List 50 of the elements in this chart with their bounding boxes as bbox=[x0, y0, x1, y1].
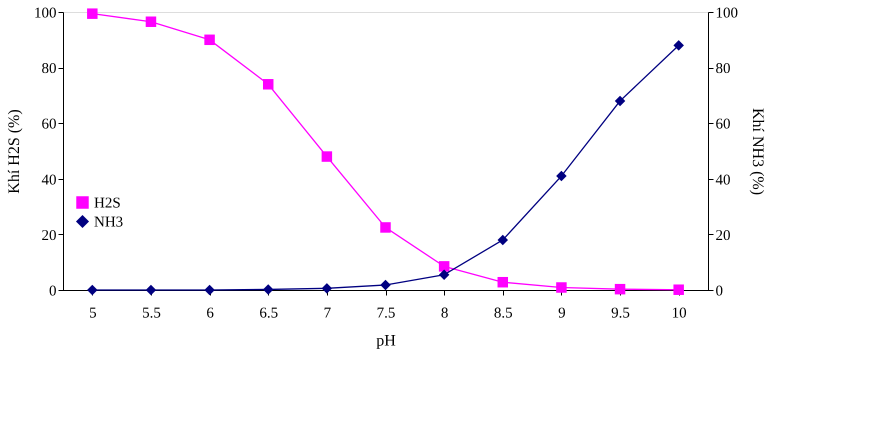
point bbox=[614, 284, 626, 294]
point bbox=[614, 96, 626, 106]
point bbox=[556, 282, 567, 293]
x-tick-label: 7.5 bbox=[376, 306, 396, 322]
x-tick-label: 9 bbox=[558, 306, 566, 322]
y-axis-title: Khí H2S (%) bbox=[6, 109, 23, 194]
legend-label: NH3 bbox=[94, 214, 124, 230]
x-tick-label: 9.5 bbox=[611, 306, 630, 322]
point bbox=[322, 151, 332, 162]
y2-axis-title: Khí NH3 (%) bbox=[749, 108, 766, 196]
point bbox=[438, 261, 450, 272]
y-tick-label: 100 bbox=[34, 6, 56, 22]
point bbox=[262, 284, 274, 295]
y2-tick-label: 40 bbox=[716, 172, 730, 188]
point bbox=[380, 222, 391, 233]
point bbox=[673, 40, 684, 51]
point bbox=[556, 170, 567, 182]
point bbox=[146, 16, 156, 27]
y-tick-label: 20 bbox=[42, 228, 56, 244]
point bbox=[322, 283, 332, 294]
y2-tick-label: 60 bbox=[716, 116, 730, 133]
y-tick-label: 80 bbox=[42, 61, 56, 78]
y2-tick-label: 0 bbox=[716, 284, 723, 300]
x-tick-label: 8 bbox=[440, 306, 448, 322]
x-tick-label: 10 bbox=[672, 306, 687, 322]
point bbox=[498, 234, 508, 246]
legend-label: H2S bbox=[94, 196, 121, 212]
x-axis-title: pH bbox=[376, 332, 396, 350]
point bbox=[87, 284, 98, 296]
y2-tick-label: 20 bbox=[716, 228, 730, 244]
y-tick-label: 40 bbox=[42, 172, 56, 188]
point bbox=[204, 284, 215, 296]
y-tick-label: 0 bbox=[49, 284, 56, 300]
point bbox=[204, 34, 215, 46]
x-tick-label: 8.5 bbox=[494, 306, 513, 322]
x-tick-label: 6 bbox=[206, 306, 214, 322]
y-tick-label: 60 bbox=[42, 116, 56, 133]
x-tick-label: 6.5 bbox=[259, 306, 278, 322]
point bbox=[146, 284, 156, 296]
point bbox=[87, 8, 98, 19]
point bbox=[673, 284, 684, 295]
x-tick-label: 5.5 bbox=[142, 306, 161, 322]
point bbox=[498, 276, 508, 288]
x-tick-label: 5 bbox=[89, 306, 97, 322]
point bbox=[438, 269, 450, 280]
y2-tick-label: 80 bbox=[716, 61, 730, 78]
point bbox=[262, 79, 274, 90]
x-tick-label: 7 bbox=[324, 306, 332, 322]
point bbox=[380, 280, 391, 290]
y2-tick-label: 100 bbox=[716, 6, 738, 22]
